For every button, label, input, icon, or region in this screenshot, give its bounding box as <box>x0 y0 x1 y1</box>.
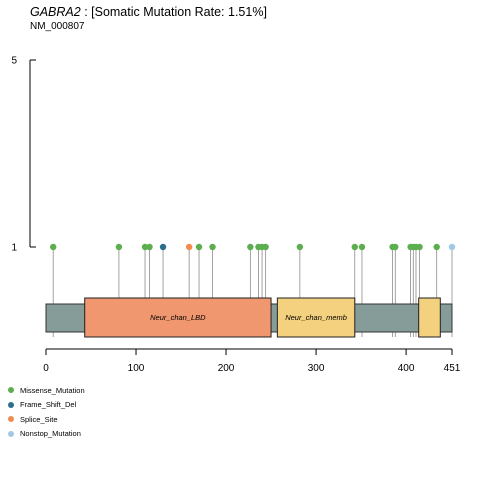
y-tick-label: 1 <box>11 243 17 254</box>
mutation-point <box>433 243 440 251</box>
mutation-point <box>185 243 193 251</box>
x-tick-label: 200 <box>218 363 235 374</box>
x-tick-label: 300 <box>308 363 325 374</box>
legend: Missense_Mutation Frame_Shift_Del Splice_S… <box>8 383 85 441</box>
legend-marker <box>8 416 14 423</box>
legend-label: Splice_Site <box>20 414 58 424</box>
mutation-point <box>416 243 423 251</box>
domain-label: Neur_chan_LBD <box>150 313 206 322</box>
protein-domain <box>418 297 441 338</box>
legend-label: Nonstop_Mutation <box>20 429 81 439</box>
legend-label: Frame_Shift_Del <box>20 400 77 410</box>
legend-item: Splice_Site <box>8 412 85 427</box>
transcript-id: NM_000807 <box>30 21 85 32</box>
mutation-point <box>146 243 153 251</box>
legend-marker <box>8 430 14 437</box>
x-tick-label: 0 <box>43 363 49 374</box>
legend-marker <box>8 387 14 394</box>
x-tick-label: 100 <box>128 363 145 374</box>
mutation-point <box>392 243 399 251</box>
mutation-point <box>209 243 216 251</box>
mutation-point <box>141 243 149 251</box>
legend-item: Nonstop_Mutation <box>8 427 85 442</box>
mutation-point <box>296 243 304 251</box>
legend-marker <box>8 401 14 408</box>
legend-item: Missense_Mutation <box>8 383 85 398</box>
mutation-point <box>50 243 57 251</box>
x-tick-label: 400 <box>398 363 415 374</box>
mutation-rate-text: : [Somatic Mutation Rate: 1.51%] <box>80 5 267 19</box>
mutation-point <box>115 243 123 251</box>
mutation-point <box>351 243 358 251</box>
domain-label: Neur_chan_memb <box>285 313 347 322</box>
y-tick-label: 5 <box>11 56 17 67</box>
protein-domain <box>84 297 272 338</box>
gene-name: GABRA2 <box>30 5 81 19</box>
chart-title: GABRA2 : [Somatic Mutation Rate: 1.51%] <box>30 5 267 19</box>
mutation-point <box>159 243 167 251</box>
legend-item: Frame_Shift_Del <box>8 398 85 413</box>
protein-domain <box>276 297 356 338</box>
legend-label: Missense_Mutation <box>20 385 85 395</box>
mutation-point <box>247 243 254 251</box>
x-tick-label: 451 <box>444 363 461 374</box>
mutation-point <box>262 243 269 251</box>
mutation-point <box>448 243 456 251</box>
mutation-point <box>195 243 203 251</box>
mutation-point <box>358 243 366 251</box>
